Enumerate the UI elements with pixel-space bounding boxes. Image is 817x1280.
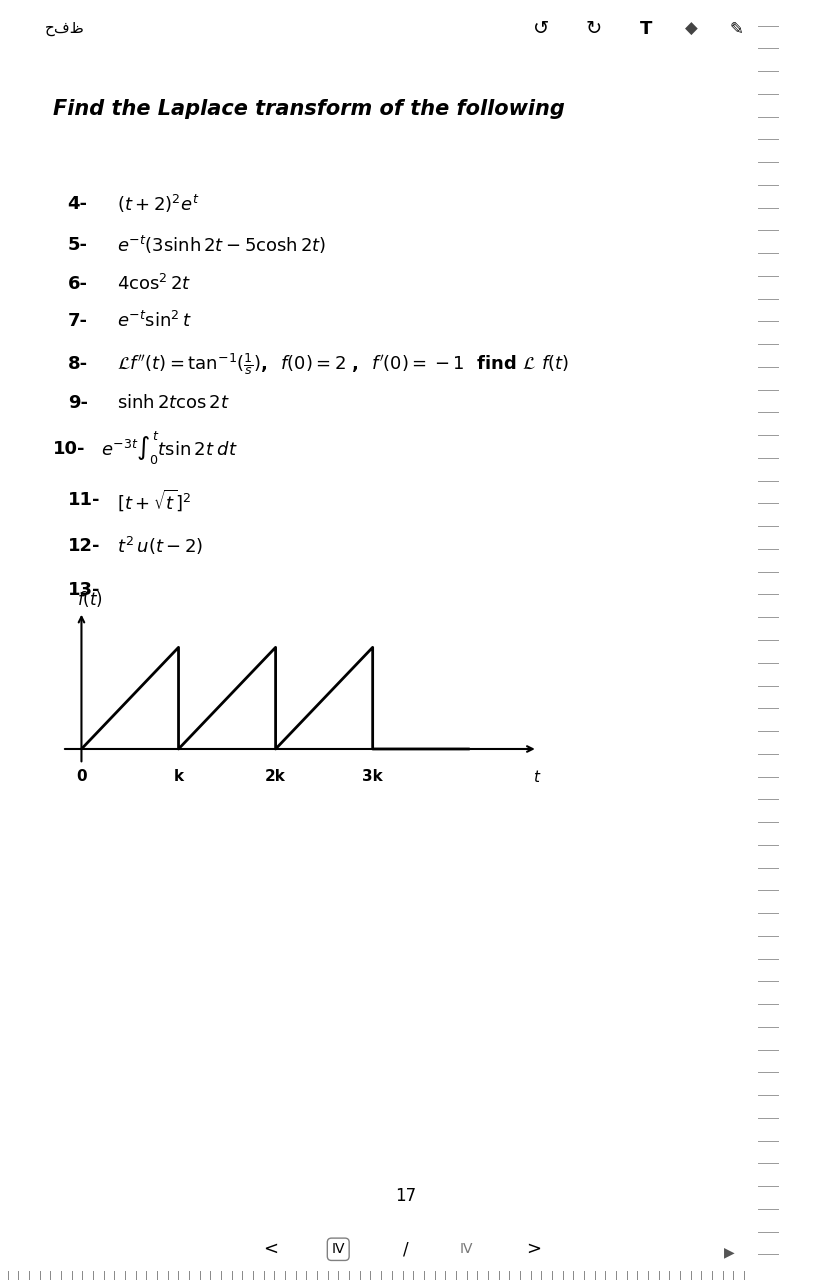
Text: 13-: 13-	[68, 581, 100, 599]
Text: 0: 0	[76, 769, 87, 785]
Text: 6-: 6-	[68, 275, 87, 293]
Text: 7-: 7-	[68, 312, 87, 330]
Text: ▶: ▶	[724, 1245, 734, 1258]
Text: 11-: 11-	[68, 492, 100, 509]
Text: $e^{-t}\sin^2 t$: $e^{-t}\sin^2 t$	[117, 311, 191, 332]
Text: 4-: 4-	[68, 195, 87, 212]
Text: $f(t)$: $f(t)$	[77, 589, 103, 609]
Text: $e^{-t}( 3\sinh 2t - 5\cosh 2t)$: $e^{-t}( 3\sinh 2t - 5\cosh 2t)$	[117, 234, 326, 256]
Text: ◆: ◆	[685, 19, 698, 38]
Text: ✎: ✎	[730, 19, 743, 38]
Text: k: k	[173, 769, 184, 785]
Text: 5-: 5-	[68, 236, 87, 253]
Text: IV: IV	[459, 1243, 473, 1256]
Text: 10-: 10-	[52, 440, 85, 458]
Text: ↻: ↻	[586, 19, 602, 38]
Text: 17: 17	[395, 1187, 417, 1204]
Text: IV: IV	[332, 1243, 345, 1256]
Text: $[t + \sqrt{t}]^2$: $[t + \sqrt{t}]^2$	[117, 488, 190, 513]
Text: <: <	[263, 1240, 278, 1258]
Text: 12-: 12-	[68, 538, 100, 556]
Text: $4\cos^2 2t$: $4\cos^2 2t$	[117, 274, 191, 293]
Text: 3k: 3k	[362, 769, 383, 785]
Text: $\mathcal{L} f''(t) = \tan^{-1}\!(\frac{1}{s})$,  $f(0)=2$ ,  $f'(0)=-1$  find $: $\mathcal{L} f''(t) = \tan^{-1}\!(\frac{…	[117, 352, 569, 378]
Text: $\sinh 2t\cos 2t$: $\sinh 2t\cos 2t$	[117, 394, 230, 412]
Text: 9-: 9-	[68, 394, 87, 412]
Text: $e^{-3t}\int_0^t t\sin 2t\; dt$: $e^{-3t}\int_0^t t\sin 2t\; dt$	[101, 430, 239, 467]
Text: $t^2\, u(t-2)$: $t^2\, u(t-2)$	[117, 535, 203, 557]
Text: حفظ: حفظ	[45, 22, 85, 36]
Text: T: T	[641, 19, 653, 38]
Text: $t$: $t$	[534, 769, 542, 786]
Text: ↺: ↺	[533, 19, 549, 38]
Text: 2k: 2k	[266, 769, 286, 785]
Text: $(t+2)^2 e^t$: $(t+2)^2 e^t$	[117, 193, 199, 215]
Text: >: >	[526, 1240, 541, 1258]
Text: /: /	[403, 1240, 408, 1258]
Text: Find the Laplace transform of the following: Find the Laplace transform of the follow…	[52, 99, 565, 119]
Text: 8-: 8-	[68, 356, 87, 374]
